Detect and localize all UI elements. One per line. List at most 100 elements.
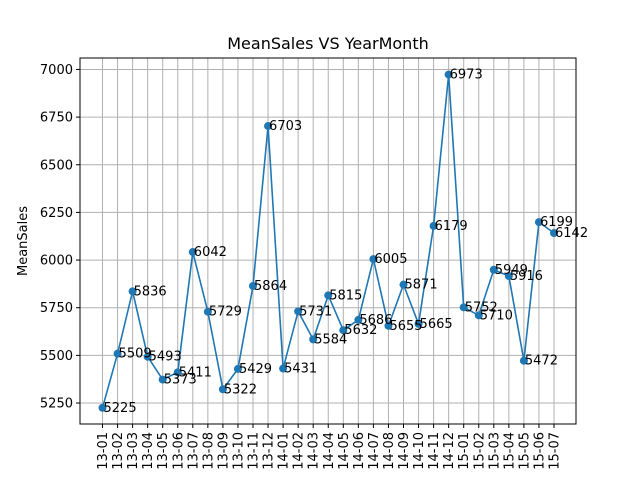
data-point bbox=[324, 291, 333, 300]
data-label: 5472 bbox=[525, 354, 558, 369]
data-point bbox=[429, 221, 438, 230]
data-label: 5949 bbox=[495, 263, 528, 278]
x-tick-label: 15-07 bbox=[548, 432, 563, 470]
x-tick-label: 13-10 bbox=[231, 432, 246, 470]
x-tick-label: 15-06 bbox=[532, 432, 547, 470]
data-point bbox=[519, 356, 528, 365]
data-point bbox=[459, 303, 468, 312]
data-label: 6703 bbox=[269, 119, 302, 134]
data-label: 6199 bbox=[540, 215, 573, 230]
data-point bbox=[504, 272, 513, 281]
data-point bbox=[474, 311, 483, 320]
x-tick-label: 13-02 bbox=[111, 432, 126, 470]
x-tick-label: 13-05 bbox=[156, 432, 171, 470]
data-point bbox=[203, 307, 212, 316]
data-label: 5752 bbox=[465, 300, 498, 315]
y-axis: 5250 5500 5750 6000 6250 6500 6750 7000 bbox=[40, 63, 80, 412]
x-tick-label: 14-03 bbox=[307, 432, 322, 470]
y-axis-label: MeanSales bbox=[16, 206, 31, 276]
x-tick-label: 15-01 bbox=[457, 432, 472, 470]
data-label: 5429 bbox=[239, 362, 272, 377]
x-tick-label: 14-05 bbox=[337, 432, 352, 470]
y-tick-label: 6250 bbox=[40, 206, 73, 221]
data-point bbox=[399, 280, 408, 289]
data-label: 5815 bbox=[329, 288, 362, 303]
data-point bbox=[249, 281, 257, 290]
data-point bbox=[279, 364, 288, 373]
data-label: 5509 bbox=[119, 347, 152, 362]
x-tick-label: 13-03 bbox=[126, 432, 141, 470]
data-label: 5916 bbox=[510, 269, 543, 284]
x-tick-label: 14-06 bbox=[352, 432, 367, 470]
chart-title: MeanSales VS YearMonth bbox=[227, 34, 428, 53]
y-tick-label: 6500 bbox=[40, 158, 73, 173]
y-tick-label: 5250 bbox=[40, 397, 73, 412]
data-point bbox=[128, 287, 137, 296]
data-point bbox=[188, 248, 197, 257]
x-tick-label: 15-05 bbox=[517, 432, 532, 470]
data-label: 6042 bbox=[194, 245, 227, 260]
data-label: 5864 bbox=[254, 279, 287, 294]
x-tick-label: 15-03 bbox=[487, 432, 502, 470]
data-point bbox=[158, 375, 167, 384]
data-point bbox=[354, 315, 363, 324]
data-point bbox=[233, 364, 242, 373]
x-tick-label: 13-07 bbox=[186, 432, 201, 470]
x-tick-label: 14-11 bbox=[427, 432, 442, 470]
data-point bbox=[294, 307, 303, 316]
data-label: 6973 bbox=[450, 68, 483, 83]
data-point bbox=[143, 352, 152, 361]
data-point bbox=[414, 319, 423, 328]
x-tick-label: 14-07 bbox=[367, 432, 382, 470]
y-tick-label: 6750 bbox=[40, 111, 73, 126]
data-label: 5584 bbox=[314, 332, 347, 347]
data-point bbox=[384, 321, 393, 330]
data-point bbox=[534, 218, 543, 227]
data-point bbox=[550, 228, 558, 237]
data-label: 5731 bbox=[299, 304, 332, 319]
data-label: 5373 bbox=[164, 373, 197, 388]
x-tick-label: 13-04 bbox=[141, 432, 156, 470]
x-tick-label: 15-04 bbox=[502, 432, 517, 470]
y-tick-label: 5500 bbox=[40, 349, 73, 364]
data-point bbox=[444, 70, 453, 79]
x-tick-label: 14-10 bbox=[412, 432, 427, 470]
x-tick-label: 14-04 bbox=[322, 432, 337, 470]
data-label: 6142 bbox=[555, 226, 588, 241]
data-label: 5431 bbox=[284, 362, 317, 377]
data-point bbox=[339, 326, 348, 335]
data-point bbox=[309, 335, 318, 344]
data-label: 5871 bbox=[405, 278, 438, 293]
x-tick-label: 15-02 bbox=[472, 432, 487, 470]
data-label: 5836 bbox=[134, 284, 167, 299]
data-point bbox=[98, 403, 107, 412]
x-tick-label: 13-01 bbox=[96, 432, 111, 470]
series-meansales bbox=[98, 70, 558, 412]
x-tick-label: 13-09 bbox=[216, 432, 231, 470]
x-tick-label: 14-12 bbox=[442, 432, 457, 470]
data-label: 6005 bbox=[374, 252, 407, 267]
data-label: 6179 bbox=[435, 219, 468, 234]
x-tick-label: 13-08 bbox=[201, 432, 216, 470]
grid-lines bbox=[80, 58, 576, 424]
x-axis: 13-01 13-02 13-03 13-04 13-05 13-06 13-07 13-08… bbox=[96, 424, 563, 470]
data-label: 5686 bbox=[359, 313, 392, 328]
y-tick-label: 7000 bbox=[40, 63, 73, 78]
data-point bbox=[113, 349, 122, 358]
data-point bbox=[173, 368, 182, 377]
y-tick-label: 6000 bbox=[40, 254, 73, 269]
x-tick-label: 14-09 bbox=[397, 432, 412, 470]
data-label: 5493 bbox=[149, 350, 182, 365]
x-tick-label: 13-06 bbox=[171, 432, 186, 470]
data-label: 5729 bbox=[209, 305, 242, 320]
data-label: 5322 bbox=[224, 382, 257, 397]
y-tick-label: 5750 bbox=[40, 301, 73, 316]
data-label: 5665 bbox=[420, 317, 453, 332]
data-label: 5710 bbox=[480, 308, 513, 323]
data-point bbox=[369, 255, 378, 264]
x-tick-label: 14-08 bbox=[382, 432, 397, 470]
data-point bbox=[264, 122, 273, 131]
